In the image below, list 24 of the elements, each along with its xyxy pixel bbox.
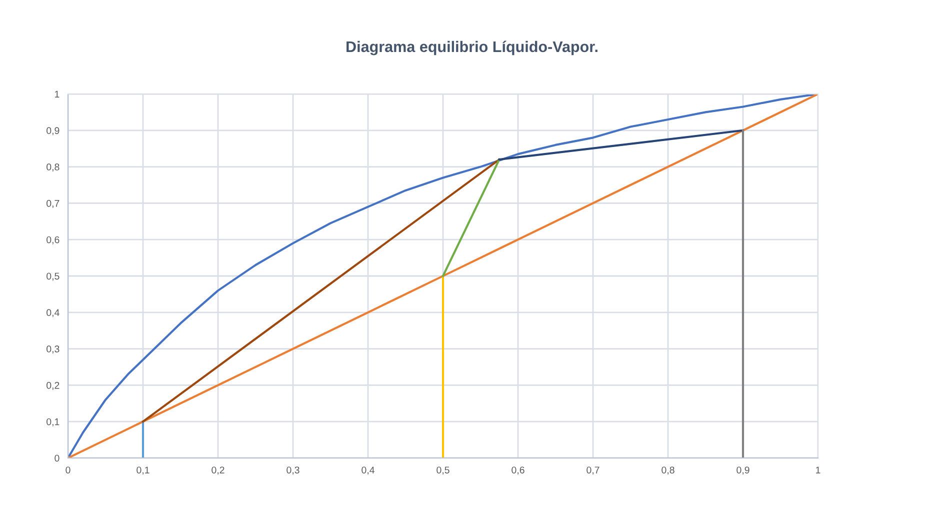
y-tick-label: 0,6 bbox=[46, 236, 60, 244]
y-tick-label: 0,5 bbox=[46, 272, 60, 281]
x-tick-label: 0,2 bbox=[212, 466, 224, 475]
x-tick-label: 0,3 bbox=[286, 466, 300, 475]
x-tick-label: 0 bbox=[66, 466, 70, 474]
y-tick-label: 0,3 bbox=[46, 346, 60, 354]
y-tick-label: 0,8 bbox=[46, 164, 60, 172]
x-tick-label: 0,9 bbox=[736, 466, 750, 475]
x-tick-label: 0,5 bbox=[436, 466, 450, 475]
y-tick-label: 0,4 bbox=[46, 309, 60, 318]
x-tick-label: 0,7 bbox=[586, 466, 600, 475]
y-tick-label: 0 bbox=[54, 454, 60, 462]
chart-title: Diagrama equilibrio Líquido-Vapor. bbox=[346, 40, 598, 56]
y-tick-label: 1 bbox=[55, 90, 60, 98]
x-tick-label: 1 bbox=[816, 466, 820, 474]
x-tick-label: 0,4 bbox=[362, 466, 374, 475]
y-tick-label: 0,1 bbox=[46, 418, 60, 426]
x-tick-label: 0,6 bbox=[512, 466, 524, 475]
line-series bbox=[68, 94, 818, 458]
y-tick-label: 0,2 bbox=[46, 382, 60, 390]
y-tick-label: 0,9 bbox=[46, 127, 60, 136]
y-tick-label: 0,7 bbox=[46, 200, 60, 208]
x-tick-label: 0,8 bbox=[662, 466, 674, 475]
x-tick-label: 0,1 bbox=[136, 466, 150, 475]
